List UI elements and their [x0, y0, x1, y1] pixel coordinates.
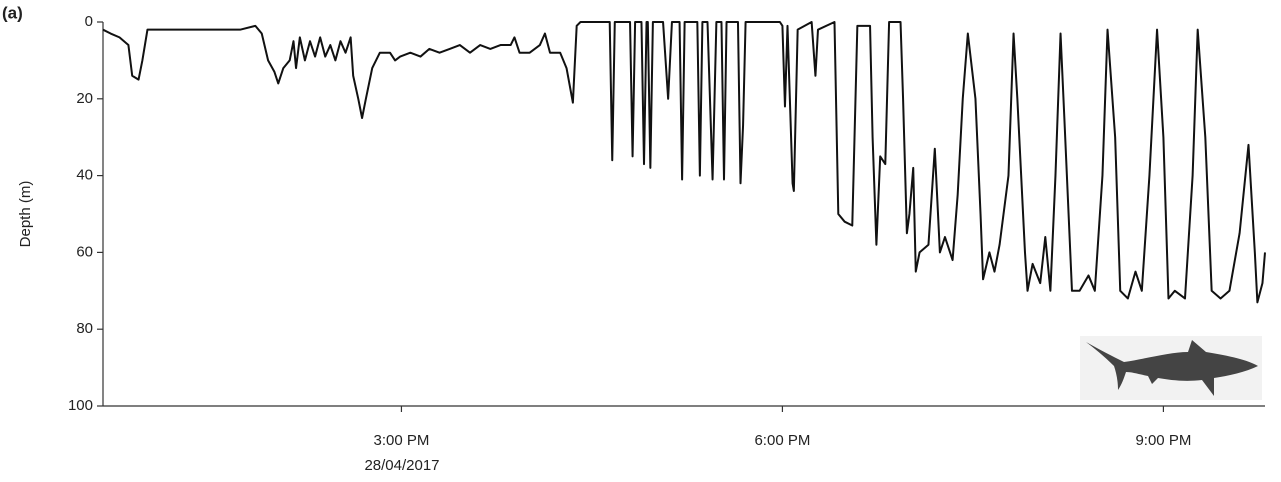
x-tick-label: 9:00 PM: [1135, 432, 1191, 449]
panel-label: (a): [2, 3, 23, 22]
y-tick-label: 40: [76, 167, 93, 184]
y-tick-label: 60: [76, 243, 93, 260]
x-date-label: 28/04/2017: [364, 457, 439, 474]
shark-silhouette: [1086, 340, 1258, 396]
y-tick-label: 20: [76, 90, 93, 107]
depth-line: [102, 21, 1266, 304]
x-tick-label: 3:00 PM: [373, 432, 429, 449]
shark-icon: [1080, 336, 1262, 400]
y-axis-label: Depth (m): [17, 181, 34, 248]
y-tick-label: 80: [76, 320, 93, 337]
x-tick-label: 6:00 PM: [754, 432, 810, 449]
y-tick-label: 0: [85, 13, 93, 30]
y-tick-label: 100: [68, 397, 93, 414]
